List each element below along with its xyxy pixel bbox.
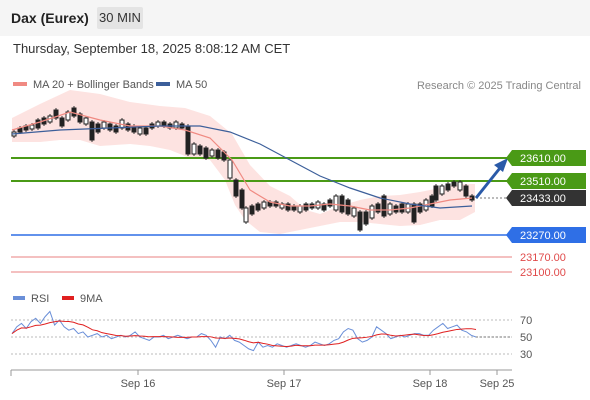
ma9-swatch — [62, 296, 74, 301]
projection-arrowhead — [494, 158, 508, 172]
candle-body — [173, 121, 179, 129]
legend-ma20: MA 20 + Bollinger Bands — [13, 79, 154, 91]
candle-body — [191, 143, 197, 155]
candle-body — [445, 183, 451, 191]
candle-body — [239, 189, 245, 209]
rsi-tick-label: 50 — [520, 332, 532, 344]
rsi-line — [11, 310, 477, 352]
candle-body — [351, 207, 357, 217]
ma50-label: MA 50 — [176, 79, 208, 91]
price-label: 23170.00 — [520, 252, 566, 264]
candle-body — [59, 117, 65, 127]
candle-body — [451, 181, 457, 187]
candle-body — [457, 181, 463, 191]
candle-body — [381, 195, 387, 217]
candle-body — [203, 147, 209, 159]
price-tag-pointer — [506, 173, 512, 189]
candle-body — [357, 211, 363, 231]
candle-body — [137, 127, 143, 135]
rsi-swatch — [13, 296, 25, 301]
credit-text: Research © 2025 Trading Central — [416, 80, 581, 92]
candle-body — [375, 203, 381, 213]
price-label: 23510.00 — [520, 176, 566, 188]
candle-body — [463, 185, 469, 197]
candle-body — [417, 203, 423, 213]
price-label: 23433.00 — [520, 193, 566, 205]
candle-body — [285, 203, 291, 211]
candle-body — [387, 203, 393, 215]
candle-body — [439, 185, 445, 195]
candle-body — [255, 203, 261, 211]
candle-body — [197, 145, 203, 155]
x-tick-label: Sep 16 — [121, 378, 156, 390]
header-bar: Dax (Eurex) 30 MIN — [0, 0, 590, 36]
timeframe-button[interactable]: 30 MIN — [97, 7, 143, 29]
projection-arrow-line — [474, 167, 502, 199]
candle-body — [369, 205, 375, 219]
candle-body — [53, 109, 59, 119]
legend-9ma: 9MA — [62, 293, 103, 305]
candle-body — [333, 195, 339, 211]
ma20-label: MA 20 + Bollinger Bands — [33, 79, 154, 91]
ma50-line — [11, 125, 473, 209]
candle-body — [209, 149, 215, 157]
price-tag — [512, 227, 586, 243]
instrument-title: Dax (Eurex) — [11, 10, 89, 26]
date-line: Thursday, September 18, 2025 8:08:12 AM … — [13, 41, 291, 56]
legend-rsi: RSI — [13, 293, 49, 305]
rsi-tick-label: 30 — [520, 349, 532, 361]
candle-body — [143, 127, 149, 135]
price-tag-pointer — [506, 190, 512, 206]
candle-body — [327, 199, 333, 207]
candle-body — [363, 211, 369, 225]
candle-body — [303, 203, 309, 211]
x-tick-label: Sep 17 — [267, 378, 302, 390]
candle-body — [215, 149, 221, 159]
rsi-tick-label: 70 — [520, 315, 532, 327]
candle-body — [339, 195, 345, 213]
candle-body — [65, 111, 71, 121]
candle-body — [227, 159, 233, 179]
candle-body — [77, 113, 83, 123]
price-tag-pointer — [506, 150, 512, 166]
x-tick-label: Sep 18 — [413, 378, 448, 390]
candle-body — [101, 121, 107, 129]
rsi-label: RSI — [31, 293, 50, 305]
candle-body — [429, 195, 435, 207]
candle-body — [71, 107, 77, 117]
price-tag — [512, 173, 586, 189]
candle-body — [83, 117, 89, 125]
candle-body — [113, 125, 119, 133]
price-tag — [512, 190, 586, 206]
candle-body — [233, 179, 239, 197]
candle-body — [249, 205, 255, 215]
price-label: 23610.00 — [520, 153, 566, 165]
x-tick-label: Sep 25 — [480, 378, 515, 390]
ma20-line — [11, 111, 473, 211]
candle-body — [35, 119, 41, 129]
price-tag-pointer — [506, 227, 512, 243]
candle-body — [243, 207, 249, 223]
candle-body — [29, 124, 35, 130]
candle-body — [399, 203, 405, 213]
price-label: 23270.00 — [520, 230, 566, 242]
ma9-label: 9MA — [80, 293, 103, 305]
candle-body — [107, 123, 113, 131]
candle-body — [345, 199, 351, 215]
ma50-swatch — [156, 82, 170, 87]
candle-body — [433, 185, 439, 201]
ma20-swatch — [13, 82, 27, 87]
candle-body — [297, 205, 303, 213]
price-tag — [512, 150, 586, 166]
price-label: 23100.00 — [520, 267, 566, 279]
candle-body — [261, 201, 267, 209]
rsi-9ma-line — [11, 320, 477, 347]
legend-ma50: MA 50 — [156, 79, 207, 91]
candle-body — [89, 121, 95, 141]
